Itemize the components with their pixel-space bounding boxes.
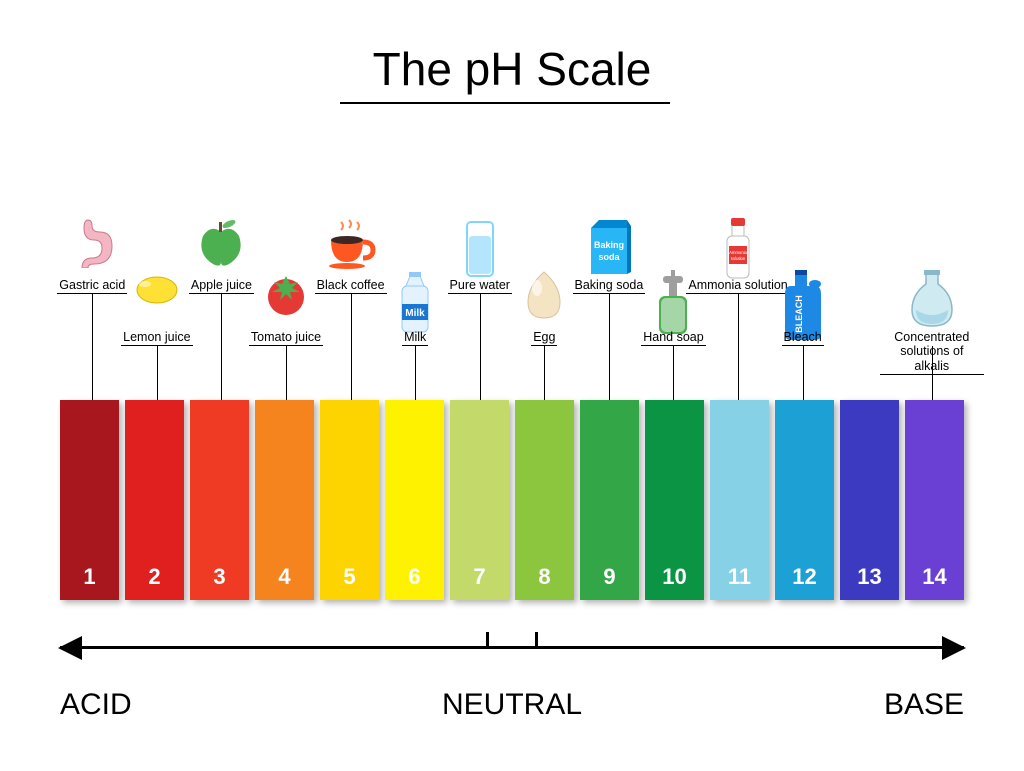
axis-label-neutral: NEUTRAL [442, 688, 582, 722]
ph-bar-14: 14 [905, 400, 964, 600]
ph-bar-number: 9 [580, 564, 639, 590]
stomach-icon [68, 218, 116, 273]
ph-bar-number: 12 [775, 564, 834, 590]
axis-label-acid: ACID [60, 688, 132, 722]
item-label-text: Hand soap [641, 330, 705, 346]
ph-bar-number: 14 [905, 564, 964, 590]
apple-icon [199, 218, 243, 273]
ph-bar-12: 12 [775, 400, 834, 600]
item-col-11: AmmoniasolutionAmmonia solution [706, 190, 771, 400]
item-label-text: Bleach [782, 330, 824, 346]
svg-text:Baking: Baking [594, 240, 624, 250]
ph-scale-infographic: The pH Scale Gastric acidLemon juiceAppl… [0, 0, 1024, 771]
water-icon [464, 218, 496, 283]
item-connector [221, 294, 222, 400]
ph-bar-number: 1 [60, 564, 119, 590]
item-connector [544, 346, 545, 400]
title-underline [340, 102, 670, 104]
item-connector [415, 346, 416, 400]
ph-bar-number: 10 [645, 564, 704, 590]
ph-bar-number: 7 [450, 564, 509, 590]
ph-bar-8: 8 [515, 400, 574, 600]
axis-label-base: BASE [884, 688, 964, 722]
flask-icon [909, 270, 955, 333]
ph-bar-number: 8 [515, 564, 574, 590]
item-connector [609, 294, 610, 400]
arrow-left-icon [58, 636, 82, 660]
ph-bar-4: 4 [255, 400, 314, 600]
item-connector [738, 294, 739, 400]
ph-bar-number: 3 [190, 564, 249, 590]
item-label-text: Lemon juice [121, 330, 192, 346]
svg-text:solution: solution [731, 256, 746, 261]
arrow-right-icon [942, 636, 966, 660]
ph-bar-6: 6 [385, 400, 444, 600]
item-col-2: Lemon juice [125, 190, 190, 400]
item-label-text: Egg [531, 330, 557, 346]
items-row: Gastric acidLemon juiceApple juiceTomato… [60, 190, 964, 400]
ph-bar-3: 3 [190, 400, 249, 600]
ammonia-icon: Ammoniasolution [723, 218, 753, 285]
item-col-8: Egg [512, 190, 577, 400]
axis-line [60, 646, 964, 649]
item-label-text: Black coffee [315, 278, 387, 294]
item-connector [803, 346, 804, 400]
item-col-14: Concentrated solutions of alkalis [900, 190, 965, 400]
item-col-12: BLEACHBleach [770, 190, 835, 400]
item-connector [351, 294, 352, 400]
ph-bars: 1234567891011121314 [60, 400, 964, 600]
axis: ACID NEUTRAL BASE [60, 628, 964, 668]
item-col-6: Milk Milk [383, 190, 448, 400]
item-label-text: Milk [402, 330, 428, 346]
item-connector [286, 346, 287, 400]
item-col-4: Tomato juice [254, 190, 319, 400]
baking-soda-icon: Baking soda [587, 218, 631, 281]
ph-bar-2: 2 [125, 400, 184, 600]
item-connector [932, 346, 933, 400]
item-col-10: Hand soap [641, 190, 706, 400]
ph-bar-number: 4 [255, 564, 314, 590]
page-title: The pH Scale [0, 42, 1024, 96]
ph-bar-number: 13 [840, 564, 899, 590]
svg-text:soda: soda [598, 252, 620, 262]
ph-bar-number: 2 [125, 564, 184, 590]
ph-bar-7: 7 [450, 400, 509, 600]
item-connector [157, 346, 158, 400]
item-label-text: Baking soda [573, 278, 646, 294]
ph-bar-1: 1 [60, 400, 119, 600]
item-col-5: Black coffee [318, 190, 383, 400]
svg-text:Milk: Milk [405, 308, 425, 319]
item-label-text: Pure water [448, 278, 512, 294]
ph-bar-number: 11 [710, 564, 769, 590]
ph-bar-number: 5 [320, 564, 379, 590]
item-col-7: Pure water [447, 190, 512, 400]
ph-bar-13: 13 [840, 400, 899, 600]
item-label-text: Gastric acid [57, 278, 127, 294]
item-col-1: Gastric acid [60, 190, 125, 400]
ph-bar-11: 11 [710, 400, 769, 600]
ph-bar-5: 5 [320, 400, 379, 600]
ph-bar-number: 6 [385, 564, 444, 590]
item-label-text: Tomato juice [249, 330, 323, 346]
coffee-icon [325, 218, 377, 275]
item-connector [673, 346, 674, 400]
item-col-3: Apple juice [189, 190, 254, 400]
ph-bar-9: 9 [580, 400, 639, 600]
item-connector [480, 294, 481, 400]
svg-text:BLEACH: BLEACH [794, 295, 804, 333]
item-col-9: Baking sodaBaking soda [577, 190, 642, 400]
ph-bar-10: 10 [645, 400, 704, 600]
item-label-text: Apple juice [189, 278, 254, 294]
svg-text:Ammonia: Ammonia [729, 250, 747, 255]
item-connector [92, 294, 93, 400]
